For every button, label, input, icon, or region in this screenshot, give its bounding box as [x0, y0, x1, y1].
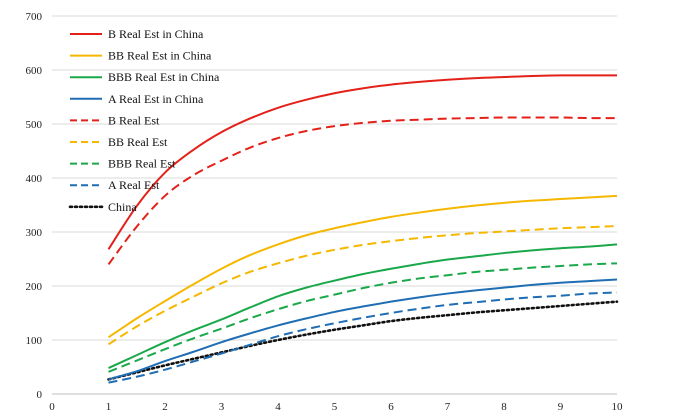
legend-label: B Real Est — [108, 113, 160, 127]
series-line-3 — [108, 243, 618, 369]
legend-label: BBB Real Est in China — [108, 70, 220, 84]
legend: B Real Est in China BB Real Est in China B… — [68, 27, 220, 214]
x-tick-label: 0 — [49, 401, 55, 413]
y-tick-label: 700 — [26, 11, 43, 23]
legend-label: B Real Est in China — [108, 27, 204, 41]
y-tick-label: 600 — [26, 65, 43, 77]
series-line-5 — [107, 116, 618, 265]
x-tick-label: 2 — [162, 401, 168, 413]
y-tick-label: 500 — [26, 119, 43, 131]
legend-label: BB Real Est — [108, 135, 168, 149]
x-tick-label: 4 — [275, 401, 281, 413]
series-line-2 — [107, 194, 618, 339]
series-line-7 — [108, 262, 618, 373]
x-tick-label: 1 — [106, 401, 112, 413]
y-tick-label: 300 — [26, 227, 43, 239]
legend-label: China — [108, 200, 137, 214]
series-line-1 — [107, 74, 617, 250]
y-tick-labels: 0 100 200 300 400 500 600 700 — [26, 11, 43, 401]
x-tick-label: 9 — [558, 401, 564, 413]
series-line-8 — [108, 291, 618, 384]
x-tick-labels: 0 1 2 3 4 5 6 7 8 9 10 — [49, 401, 623, 413]
series-lines — [107, 74, 619, 384]
y-tick-label: 400 — [26, 173, 43, 185]
y-tick-label: 200 — [26, 281, 43, 293]
x-tick-label: 7 — [445, 401, 451, 413]
y-tick-label: 0 — [37, 389, 43, 401]
series-line-9 — [107, 300, 619, 381]
x-tick-label: 3 — [219, 401, 225, 413]
x-tick-label: 8 — [501, 401, 507, 413]
series-line-4 — [108, 278, 618, 381]
legend-label: A Real Est in China — [108, 92, 204, 106]
legend-label: BB Real Est in China — [108, 49, 212, 63]
x-tick-label: 5 — [332, 401, 338, 413]
y-tick-label: 100 — [26, 335, 43, 347]
grid-lines — [52, 15, 617, 341]
legend-label: A Real Est — [108, 178, 160, 192]
legend-label: BBB Real Est — [108, 157, 176, 171]
x-tick-label: 6 — [388, 401, 394, 413]
x-tick-label: 10 — [612, 401, 624, 413]
